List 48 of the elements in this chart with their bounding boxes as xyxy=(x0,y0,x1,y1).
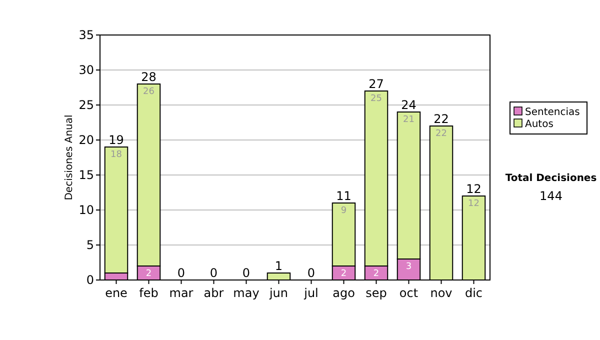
total-label: 22 xyxy=(434,112,449,126)
y-tick-label: 10 xyxy=(78,203,94,217)
data-label: 12 xyxy=(468,199,480,209)
total-label: 0 xyxy=(242,266,250,280)
x-tick-label: sep xyxy=(366,286,387,300)
x-tick-label: mar xyxy=(169,286,194,300)
total-label: 0 xyxy=(210,266,218,280)
data-label: 25 xyxy=(370,94,382,104)
total-label: 12 xyxy=(466,182,482,196)
total-label: 0 xyxy=(177,266,186,280)
total-label: 27 xyxy=(368,77,384,91)
y-tick-label: 0 xyxy=(86,273,94,287)
x-tick-label: ene xyxy=(105,286,128,300)
legend-label: Sentencias xyxy=(525,107,580,118)
data-label: 2 xyxy=(146,269,152,279)
x-tick-label: jul xyxy=(303,286,318,300)
x-tick-label: dic xyxy=(464,286,483,300)
data-label: 2 xyxy=(373,269,380,279)
y-tick-label: 25 xyxy=(78,98,94,112)
text: Total Decisiones xyxy=(505,173,597,184)
x-tick-label: may xyxy=(233,286,260,300)
x-tick-label: oct xyxy=(399,286,418,300)
data-label: 18 xyxy=(110,150,122,160)
y-tick-label: 30 xyxy=(78,63,94,77)
legend-label: Autos xyxy=(525,119,554,130)
total-label: 28 xyxy=(141,70,156,84)
total-label: 24 xyxy=(401,98,416,112)
data-label: 21 xyxy=(403,115,414,125)
data-label: 3 xyxy=(406,262,412,272)
data-label: 9 xyxy=(340,206,347,216)
total-label: 1 xyxy=(274,259,283,273)
y-tick-label: 15 xyxy=(78,168,94,182)
total-label: 0 xyxy=(307,266,316,280)
y-axis-title: Decisiones Anual xyxy=(64,114,75,200)
x-tick-label: ago xyxy=(332,286,355,300)
x-tick-label: abr xyxy=(204,286,224,300)
y-tick-label: 5 xyxy=(86,238,94,252)
y-tick-label: 20 xyxy=(78,133,94,147)
data-label: 26 xyxy=(143,87,155,97)
x-tick-label: nov xyxy=(430,286,452,300)
text: 144 xyxy=(540,189,562,203)
x-tick-label: jun xyxy=(268,286,288,300)
data-label: 2 xyxy=(340,269,347,279)
total-label: 11 xyxy=(336,189,352,203)
total-label: 19 xyxy=(108,133,124,147)
x-tick-label: feb xyxy=(139,286,158,300)
data-label: 22 xyxy=(436,129,447,139)
y-tick-label: 35 xyxy=(78,28,94,42)
